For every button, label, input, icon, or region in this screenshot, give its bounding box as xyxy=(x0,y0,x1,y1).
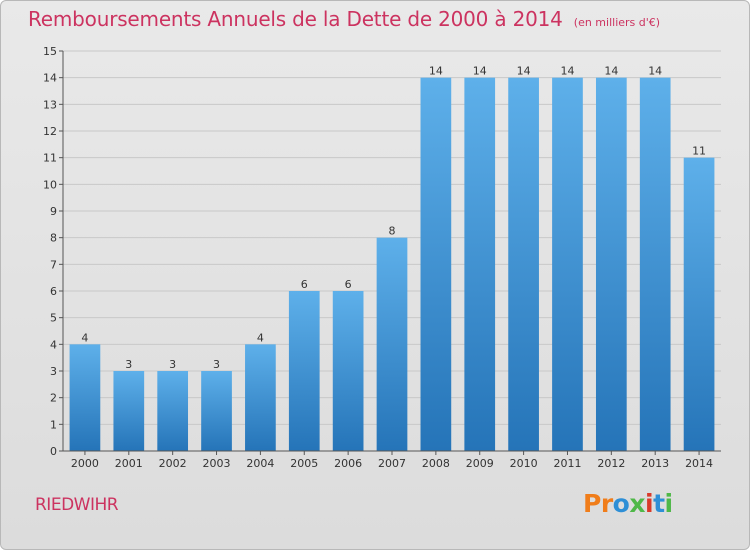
logo-letter: t xyxy=(653,489,665,518)
bar-value-label: 4 xyxy=(81,331,88,344)
commune-name: RIEDWIHR xyxy=(35,495,119,515)
x-tick-label: 2004 xyxy=(246,457,274,470)
logo-letter: x xyxy=(629,489,645,518)
x-tick-label: 2012 xyxy=(597,457,625,470)
bar-value-label: 14 xyxy=(560,65,574,78)
chart-title-block: Remboursements Annuels de la Dette de 20… xyxy=(28,7,660,31)
x-tick-label: 2003 xyxy=(203,457,231,470)
bar xyxy=(420,77,452,452)
bar xyxy=(113,371,145,451)
bar xyxy=(464,77,496,452)
x-axis: 2000 2001 2002 2003 2004 2005 2006 2007 2008 2009… xyxy=(63,450,721,470)
y-tick-label: 6 xyxy=(50,285,57,298)
y-tick-label: 1 xyxy=(50,418,57,431)
y-tick-label: 8 xyxy=(50,232,57,245)
bar xyxy=(376,237,408,451)
y-tick-label: 13 xyxy=(43,98,57,111)
bar-value-label: 14 xyxy=(429,65,443,78)
y-tick-label: 14 xyxy=(43,72,57,85)
bar-value-label: 11 xyxy=(692,145,706,158)
bar xyxy=(332,291,364,451)
bar-value-label: 3 xyxy=(213,358,220,371)
y-tick-label: 2 xyxy=(50,392,57,405)
x-tick-label: 2005 xyxy=(290,457,318,470)
y-tick-label: 12 xyxy=(43,125,57,138)
data-labels: 4 3 3 3 4 6 6 8 14 14 14 14 14 14 11 xyxy=(81,65,706,371)
bar xyxy=(552,77,583,452)
y-tick-label: 15 xyxy=(43,45,57,58)
x-tick-label: 2014 xyxy=(685,457,713,470)
chart-title: Remboursements Annuels de la Dette de 20… xyxy=(28,7,563,31)
chart-unit: (en milliers d'€) xyxy=(573,16,661,29)
y-tick-label: 0 xyxy=(50,445,57,458)
bar-value-label: 8 xyxy=(389,225,396,238)
logo-letter: P xyxy=(583,489,601,518)
bar-value-label: 6 xyxy=(345,278,352,291)
bars xyxy=(69,77,715,452)
bar-value-label: 14 xyxy=(648,65,662,78)
bar xyxy=(288,291,320,451)
logo-letter: o xyxy=(612,489,630,518)
bar-value-label: 14 xyxy=(604,65,618,78)
bar xyxy=(595,77,627,452)
y-tick-label: 9 xyxy=(50,205,57,218)
logo-letter: i xyxy=(645,489,654,518)
x-tick-label: 2008 xyxy=(422,457,450,470)
y-tick-label: 7 xyxy=(50,258,57,271)
x-tick-label: 2011 xyxy=(553,457,581,470)
bar xyxy=(508,77,539,452)
proxiti-logo: Proxiti xyxy=(583,489,673,518)
bar-value-label: 3 xyxy=(125,358,132,371)
x-tick-label: 2002 xyxy=(159,457,187,470)
bar-value-label: 14 xyxy=(473,65,487,78)
x-tick-label: 2006 xyxy=(334,457,362,470)
bar-value-label: 3 xyxy=(169,358,176,371)
x-tick-label: 2010 xyxy=(510,457,538,470)
bar-value-label: 14 xyxy=(517,65,531,78)
bar xyxy=(683,157,715,451)
x-tick-label: 2013 xyxy=(641,457,669,470)
x-tick-label: 2000 xyxy=(71,457,99,470)
logo-letter: r xyxy=(600,489,613,518)
y-tick-label: 5 xyxy=(50,312,57,325)
bar xyxy=(245,344,276,451)
y-tick-label: 10 xyxy=(43,178,57,191)
y-tick-label: 4 xyxy=(50,338,57,351)
x-tick-label: 2001 xyxy=(115,457,143,470)
bar xyxy=(157,371,189,451)
bar-value-label: 6 xyxy=(301,278,308,291)
bar xyxy=(69,344,101,451)
y-tick-label: 11 xyxy=(43,152,57,165)
y-tick-label: 3 xyxy=(50,365,57,378)
x-tick-label: 2007 xyxy=(378,457,406,470)
bar xyxy=(201,371,232,451)
x-tick-label: 2009 xyxy=(466,457,494,470)
bar-value-label: 4 xyxy=(257,331,264,344)
bar xyxy=(639,77,671,452)
logo-letter: i xyxy=(664,489,674,518)
